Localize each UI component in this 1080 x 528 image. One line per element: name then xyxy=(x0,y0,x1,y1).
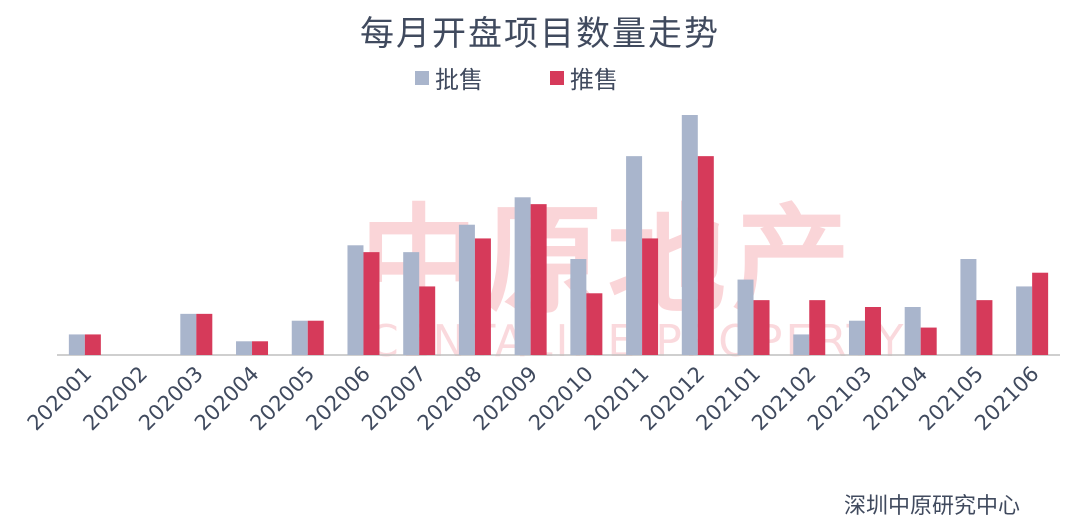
bar-tuishou-202012 xyxy=(697,156,714,355)
bar-tuishou-202103 xyxy=(864,307,881,355)
bar-pishou-202008 xyxy=(458,224,475,355)
bar-tuishou-202008 xyxy=(474,238,491,355)
bar-tuishou-202102 xyxy=(809,300,826,355)
bar-tuishou-202104 xyxy=(920,327,937,355)
bar-pishou-202006 xyxy=(347,245,364,355)
bar-pishou-202103 xyxy=(848,320,865,355)
bar-tuishou-202001 xyxy=(84,334,101,355)
legend-swatch-pishou xyxy=(415,70,429,85)
bar-pishou-202009 xyxy=(514,197,531,355)
legend-label-pishou: 批售 xyxy=(435,66,483,94)
legend-label-tuishou: 推售 xyxy=(570,66,618,94)
chart-title: 每月开盘项目数量走势 xyxy=(360,14,720,54)
legend-swatch-tuishou xyxy=(550,70,564,85)
bar-pishou-202102 xyxy=(793,334,810,355)
bar-pishou-202012 xyxy=(681,115,698,355)
bar-pishou-202001 xyxy=(68,334,85,355)
bar-pishou-202003 xyxy=(180,313,197,355)
bar-pishou-202010 xyxy=(570,259,587,355)
bar-pishou-202105 xyxy=(960,259,977,355)
source-label: 深圳中原研究中心 xyxy=(843,494,1020,519)
bar-tuishou-202106 xyxy=(1032,272,1049,355)
bar-pishou-202101 xyxy=(737,279,754,355)
bar-tuishou-202003 xyxy=(196,313,213,355)
bar-pishou-202005 xyxy=(291,320,308,355)
bar-pishou-202104 xyxy=(904,307,921,355)
bar-pishou-202011 xyxy=(626,156,643,355)
bar-tuishou-202009 xyxy=(530,204,547,355)
bar-tuishou-202005 xyxy=(307,320,324,355)
bar-tuishou-202010 xyxy=(586,293,603,355)
legend-item-tuishou: 推售 xyxy=(550,60,618,95)
bar-tuishou-202105 xyxy=(976,300,993,355)
legend-item-pishou: 批售 xyxy=(415,60,483,95)
bar-tuishou-202004 xyxy=(252,341,269,355)
bar-pishou-202106 xyxy=(1016,286,1033,355)
bar-tuishou-202006 xyxy=(363,252,380,355)
bar-pishou-202004 xyxy=(236,341,253,355)
bar-pishou-202007 xyxy=(403,252,420,355)
bar-tuishou-202011 xyxy=(642,238,659,355)
bar-tuishou-202101 xyxy=(753,300,770,355)
legend: 批售 推售 xyxy=(0,60,1080,94)
bar-tuishou-202007 xyxy=(419,286,436,355)
